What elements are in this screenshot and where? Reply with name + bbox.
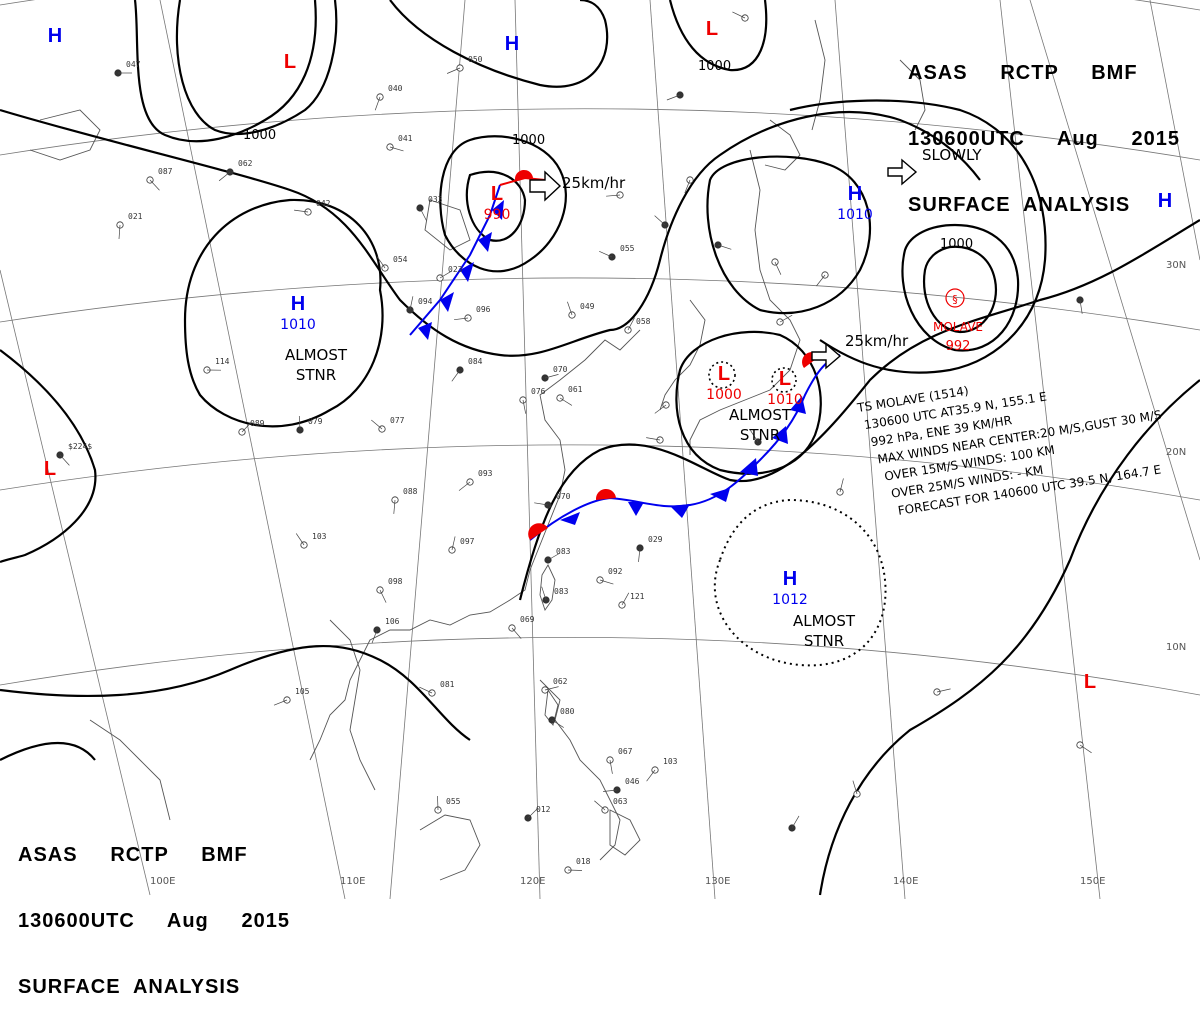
- station-pressure-value: 021: [128, 212, 143, 221]
- latitude-label: 10N: [1166, 642, 1186, 653]
- header-title: ASAS RCTP BMF: [18, 844, 290, 866]
- station-pressure-value: 084: [468, 357, 483, 366]
- station-pressure-value: 040: [388, 84, 403, 93]
- station-pressure-value: 096: [476, 305, 491, 314]
- station-pressure-value: 067: [618, 747, 633, 756]
- station-pressure-value: 106: [385, 617, 400, 626]
- pressure-value: 1010: [837, 207, 873, 223]
- low-pressure-marker: L: [284, 51, 296, 73]
- low-pressure-marker: L: [779, 368, 791, 390]
- station-pressure-value: 093: [478, 469, 493, 478]
- station-pressure-value: 081: [440, 680, 455, 689]
- pressure-value: 990: [484, 207, 511, 223]
- station-pressure-value: 121: [630, 592, 645, 601]
- header-bottom: ASAS RCTP BMF 130600UTC Aug 2015 SURFACE…: [18, 800, 290, 1020]
- station-pressure-value: 023: [448, 265, 463, 274]
- station-pressure-value: 094: [418, 297, 433, 306]
- station-pressure-value: 029: [648, 535, 663, 544]
- header-top: ASAS RCTP BMF 130600UTC Aug 2015 SURFACE…: [908, 18, 1180, 238]
- high-pressure-marker: H: [505, 33, 519, 55]
- station-pressure-value: 079: [308, 417, 323, 426]
- station-pressure-value: 046: [625, 777, 640, 786]
- station-pressure-value: 105: [295, 687, 310, 696]
- movement-label: 25km/hr: [562, 174, 626, 192]
- pressure-value: 1000: [706, 387, 742, 403]
- isobar-label: 1000: [940, 237, 973, 252]
- low-pressure-marker: L: [1084, 671, 1096, 693]
- typhoon-pressure: 992: [946, 339, 971, 354]
- station-pressure-value: 058: [636, 317, 651, 326]
- station-pressure-value: 080: [560, 707, 575, 716]
- station-pressure-value: 114: [215, 357, 230, 366]
- station-pressure-value: $224$: [68, 442, 92, 451]
- movement-label: 25km/hr: [845, 332, 909, 350]
- station-pressure-value: 055: [620, 244, 635, 253]
- low-pressure-marker: L: [718, 363, 730, 385]
- station-pressure-value: 047: [126, 60, 141, 69]
- high-pressure-marker: H: [848, 183, 862, 205]
- station-pressure-value: 033: [428, 195, 443, 204]
- isobar-label: 1000: [698, 59, 731, 74]
- longitude-label: 130E: [705, 876, 730, 887]
- high-pressure-marker: H: [291, 293, 305, 315]
- station-pressure-value: 103: [663, 757, 678, 766]
- high-pressure-marker: H: [48, 25, 62, 47]
- station-pressure-value: 062: [553, 677, 568, 686]
- longitude-label: 120E: [520, 876, 545, 887]
- latitude-label: 30N: [1166, 260, 1186, 271]
- station-pressure-value: 061: [568, 385, 583, 394]
- low-pressure-marker: L: [491, 183, 503, 205]
- longitude-label: 140E: [893, 876, 918, 887]
- station-pressure-value: 083: [556, 547, 571, 556]
- station-pressure-value: 070: [553, 365, 568, 374]
- header-subtitle: SURFACE ANALYSIS: [18, 976, 290, 998]
- station-pressure-value: 012: [536, 805, 551, 814]
- low-pressure-marker: L: [706, 18, 718, 40]
- station-pressure-value: 103: [312, 532, 327, 541]
- header-time: 130600UTC Aug 2015: [908, 128, 1180, 150]
- station-pressure-value: 088: [403, 487, 418, 496]
- station-pressure-value: 077: [390, 416, 405, 425]
- longitude-label: 110E: [340, 876, 365, 887]
- station-pressure-value: 087: [158, 167, 173, 176]
- header-subtitle: SURFACE ANALYSIS: [908, 194, 1180, 216]
- header-title: ASAS RCTP BMF: [908, 62, 1180, 84]
- station-pressure-value: 054: [393, 255, 408, 264]
- latitude-label: 20N: [1166, 447, 1186, 458]
- station-pressure-value: 055: [446, 797, 461, 806]
- station-pressure-value: 050: [468, 55, 483, 64]
- station-pressure-value: 069: [520, 615, 535, 624]
- station-pressure-value: 098: [388, 577, 403, 586]
- station-pressure-value: 063: [613, 797, 628, 806]
- low-pressure-marker: L: [44, 458, 56, 480]
- station-pressure-value: 049: [580, 302, 595, 311]
- station-pressure-value: 070: [556, 492, 571, 501]
- longitude-label: 150E: [1080, 876, 1105, 887]
- pressure-value: 1010: [280, 317, 316, 333]
- isobar-label: 1000: [243, 128, 276, 143]
- station-pressure-value: 041: [398, 134, 413, 143]
- isobar-label: 1000: [512, 133, 545, 148]
- station-pressure-value: 083: [554, 587, 569, 596]
- station-pressure-value: 092: [608, 567, 623, 576]
- station-pressure-value: 042: [316, 199, 331, 208]
- high-pressure-marker: H: [783, 568, 797, 590]
- pressure-value: 1012: [772, 592, 808, 608]
- station-pressure-value: 018: [576, 857, 591, 866]
- header-time: 130600UTC Aug 2015: [18, 910, 290, 932]
- station-pressure-value: 097: [460, 537, 475, 546]
- typhoon-name: MOLAVE: [933, 320, 983, 334]
- station-pressure-value: 076: [531, 387, 546, 396]
- station-pressure-value: 089: [250, 419, 265, 428]
- station-pressure-value: 062: [238, 159, 253, 168]
- typhoon-center-glyph: §: [952, 293, 958, 306]
